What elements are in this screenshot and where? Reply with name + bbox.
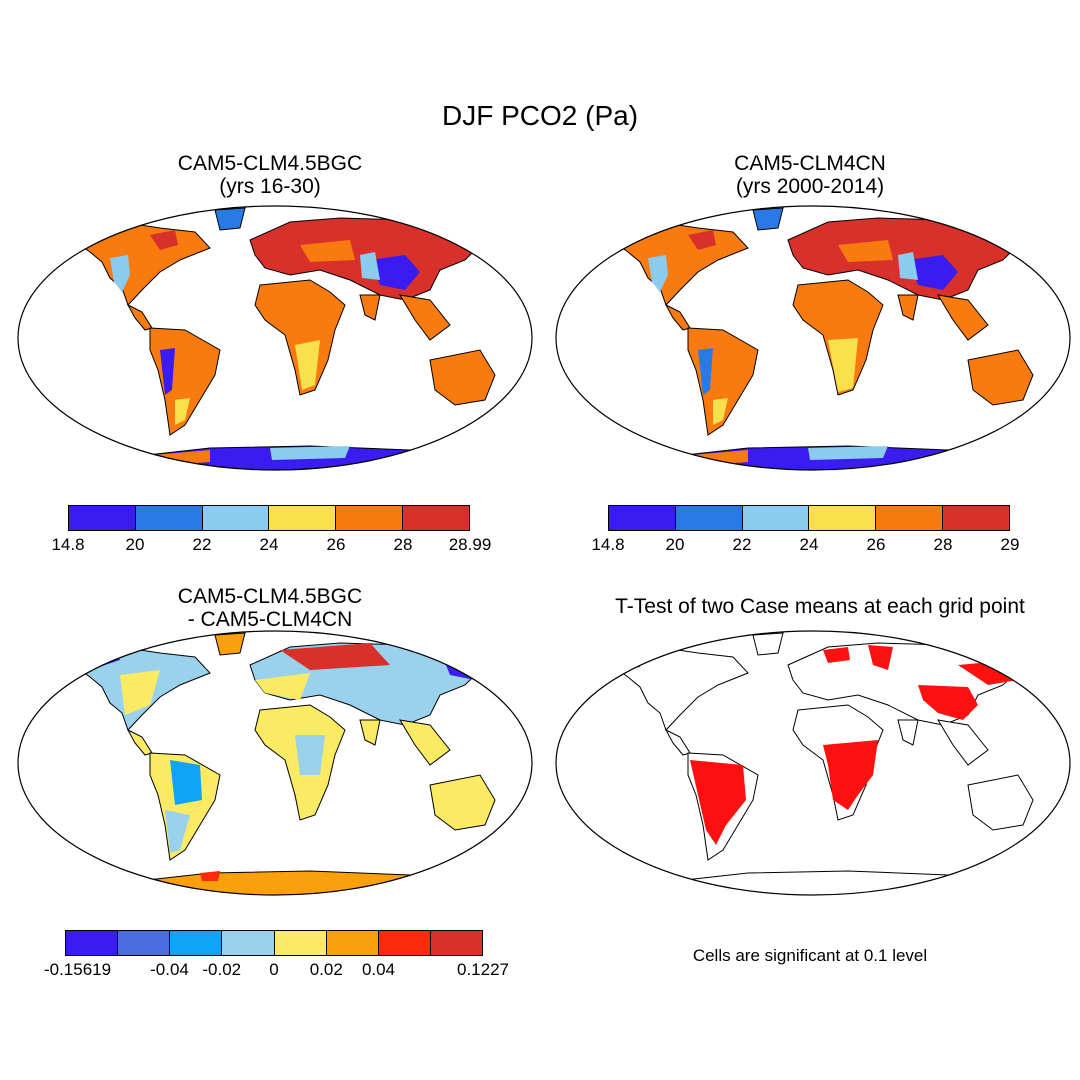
colorbar-tick-label: 26 [866,535,886,554]
map-panel3 [17,630,533,896]
significance-note: Cells are significant at 0.1 level [692,946,928,965]
colorbar-tick-label: -0.04 [150,960,189,979]
colorbar-swatch [430,931,482,955]
colorbar-swatch [222,931,275,955]
colorbar-tick-label: 14.8 [591,535,625,554]
colorbar-swatch [326,931,379,955]
colorbar-swatch [170,931,223,955]
panel4-title: T-Test of two Case means at each grid po… [560,595,1080,618]
map-panel4 [555,630,1071,896]
colorbar-tick-label: 24 [259,535,279,554]
colorbar-swatch [378,931,431,955]
colorbar-tick-label: -0.02 [202,960,242,979]
colorbar-tick-label: 28 [393,535,413,554]
colorbar-swatch [609,506,676,530]
panel3-title: CAM5-CLM4.5BGC - CAM5-CLM4CN [120,585,420,631]
panel4-title-line1: T-Test of two Case means at each grid po… [615,595,1025,618]
colorbar-tick-label: 0 [269,960,279,979]
colorbar-tick-label: 29 [1000,535,1020,554]
colorbar-swatch [269,506,337,530]
colorbar-swatch [66,931,119,955]
panel1-title-line2: (yrs 16-30) [219,175,321,198]
colorbar-swatch [274,931,327,955]
colorbar-tick-label: 28 [933,535,953,554]
colorbar-swatch [403,506,469,530]
colorbar-panel3 [65,930,483,956]
colorbar-swatch [675,506,743,530]
colorbar-panel1-ticks: 14.8 20 22 24 26 28 28.99 [51,535,491,555]
colorbar-tick-label: 22 [732,535,752,554]
colorbar-tick-label: 20 [125,535,145,554]
colorbar-panel1 [68,505,470,531]
colorbar-tick-label: 14.8 [51,535,85,554]
colorbar-tick-label: 0.04 [361,960,396,979]
colorbar-panel2-ticks: 14.8 20 22 24 26 28 29 [591,535,1019,555]
landmass-africa [254,279,346,396]
colorbar-swatch [202,506,270,530]
figure-title: DJF PCO2 (Pa) [441,100,639,131]
colorbar-tick-label: -0.15619 [43,960,112,979]
colorbar-swatch [118,931,171,955]
colorbar-panel2 [608,505,1010,531]
colorbar-tick-label: 22 [192,535,212,554]
panel2-title: CAM5-CLM4CN (yrs 2000-2014) [660,152,960,198]
colorbar-swatch [943,506,1009,530]
colorbar-tick-label: 24 [799,535,819,554]
panel1-title: CAM5-CLM4.5BGC (yrs 16-30) [120,152,420,198]
panel2-title-line2: (yrs 2000-2014) [735,175,885,198]
colorbar-tick-label: 26 [326,535,346,554]
colorbar-swatch [809,506,877,530]
colorbar-tick-label: 20 [665,535,685,554]
landmass-australia [429,349,496,406]
map-panel1 [17,205,533,471]
colorbar-tick-label: 28.99 [448,535,492,554]
map-panel2 [555,205,1071,471]
colorbar-panel3-ticks: -0.15619 -0.04 -0.02 0 0.02 0.04 0.1227 [44,960,509,980]
panel3-title-line2: - CAM5-CLM4CN [187,608,353,631]
colorbar-swatch [336,506,404,530]
colorbar-swatch [69,506,136,530]
panel3-title-line1: CAM5-CLM4.5BGC [177,585,363,608]
colorbar-tick-label: 0.1227 [457,960,509,979]
colorbar-tick-label: 0.02 [309,960,343,979]
colorbar-swatch [876,506,944,530]
panel1-title-line1: CAM5-CLM4.5BGC [177,152,363,175]
colorbar-swatch [742,506,810,530]
panel2-title-line1: CAM5-CLM4CN [734,152,886,175]
colorbar-swatch [135,506,203,530]
